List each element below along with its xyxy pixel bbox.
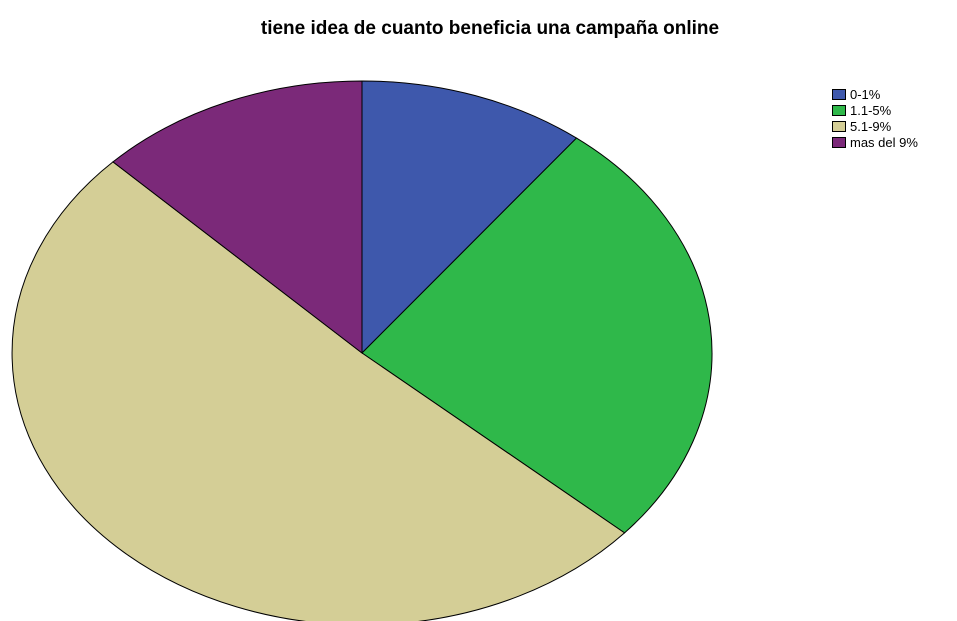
- legend-label: 0-1%: [850, 86, 881, 102]
- pie-slice-5-1-9-: [11, 161, 626, 621]
- legend-label: mas del 9%: [850, 134, 918, 150]
- legend-swatch: [832, 120, 846, 132]
- legend-item: 1.1-5%: [832, 102, 918, 118]
- legend-label: 5.1-9%: [850, 118, 892, 134]
- pie-slice-1-1-5-: [361, 137, 713, 534]
- legend-item: mas del 9%: [832, 134, 918, 150]
- legend-label: 1.1-5%: [850, 102, 892, 118]
- legend-swatch: [832, 136, 846, 148]
- pie-slice-0-1-: [361, 80, 578, 355]
- legend-item: 5.1-9%: [832, 118, 918, 134]
- chart-title: tiene idea de cuanto beneficia una campa…: [260, 18, 720, 39]
- legend-item: 0-1%: [832, 86, 918, 102]
- legend-swatch: [832, 104, 846, 116]
- legend-swatch: [832, 88, 846, 100]
- pie-slice-mas-del-9-: [112, 80, 363, 355]
- legend: 0-1% 1.1-5% 5.1-9% mas del 9%: [832, 86, 918, 150]
